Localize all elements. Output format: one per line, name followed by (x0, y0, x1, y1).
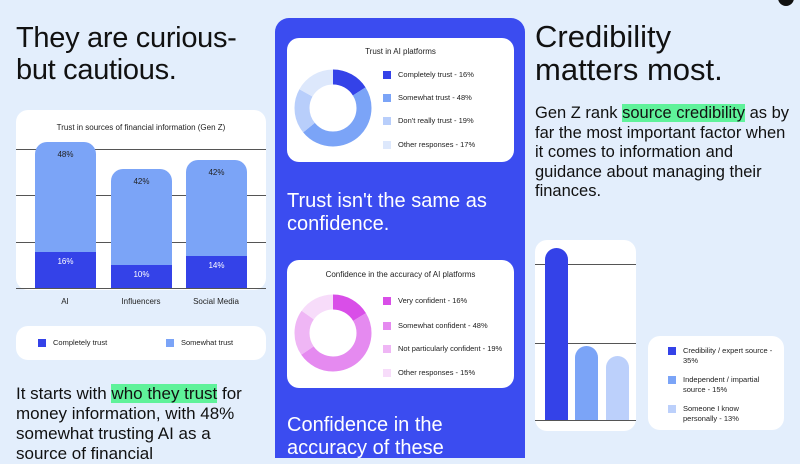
middle-text-1: Trust isn't the same as confidence. (287, 190, 487, 235)
legend-item: Completely trust (38, 338, 107, 348)
heading-line: Credibility (535, 19, 672, 54)
heading-line: They are curious- (16, 22, 237, 54)
bar (575, 346, 598, 420)
data-label: 14% (208, 261, 225, 271)
legend-label: Other responses - 17% (398, 140, 476, 149)
donut-slice (294, 294, 372, 372)
donut-slice (294, 294, 372, 372)
legend-item: Other responses - 15% (383, 368, 475, 378)
legend-label: Other responses - 15% (398, 368, 476, 377)
trust-donut (294, 69, 372, 147)
legend-swatch (383, 369, 391, 377)
sources-legend: Completely trust Somewhat trust (16, 326, 266, 360)
bar (545, 248, 568, 420)
legend-label: Independent / impartial source - 15% (683, 375, 760, 394)
legend-item: Somewhat confident - 48% (383, 321, 488, 331)
x-label: Influencers (121, 297, 161, 306)
legend-label: Somewhat confident - 48% (398, 321, 488, 330)
chart-title: Trust in sources of financial informatio… (56, 123, 226, 132)
confidence-ai-card: Confidence in the accuracy of AI platfor… (287, 260, 514, 388)
legend-item: Somewhat trust - 48% (383, 93, 472, 103)
text: It starts with (16, 384, 112, 403)
confidence-donut (294, 294, 372, 372)
credibility-legend: Credibility / expert source - 35% Indepen… (648, 336, 784, 430)
donut-slice (294, 294, 372, 372)
legend-label: Someone I know personally - 13% (683, 404, 739, 423)
legend-item: Independent / impartial source - 15% (668, 375, 773, 395)
gridline (535, 343, 636, 344)
data-label: 48% (57, 150, 74, 160)
logo-mark (778, 0, 794, 6)
highlighted-text: source credibility (622, 104, 746, 122)
data-label: 42% (133, 177, 150, 187)
legend-swatch (38, 339, 46, 347)
legend-item: Not particularly confident - 19% (383, 344, 502, 354)
legend-item: Credibility / expert source - 35% (668, 346, 773, 366)
legend-swatch (668, 405, 676, 413)
donut-slice (294, 69, 372, 147)
legend-swatch (383, 297, 391, 305)
donut-slice (294, 69, 372, 147)
legend-item: Completely trust - 16% (383, 70, 474, 80)
legend-label: Completely trust (53, 338, 108, 347)
sources-chart-card: Trust in sources of financial informatio… (16, 110, 266, 290)
donut-slice (294, 69, 372, 147)
legend-swatch (668, 376, 676, 384)
legend-label: Very confident - 16% (398, 296, 468, 305)
bar-segment-completely-trust (35, 251, 96, 288)
bar-ai: 48% 16% (35, 142, 96, 288)
legend-swatch (383, 117, 391, 125)
highlighted-text: who they trust (111, 384, 218, 403)
legend-swatch (383, 322, 391, 330)
legend-label: Somewhat trust (181, 338, 234, 347)
x-label: AI (61, 297, 69, 306)
legend-label: Completely trust - 16% (398, 70, 474, 79)
legend-label: Credibility / expert source - 35% (683, 346, 773, 365)
legend-item: Other responses - 17% (383, 140, 475, 150)
bar-influencers: 42% 10% (111, 169, 172, 288)
heading-line: matters most. (535, 52, 723, 87)
trust-ai-card: Trust in AI platforms Completely trust -… (287, 38, 514, 162)
legend-item: Someone I know personally - 13% (668, 404, 773, 424)
legend-swatch (383, 141, 391, 149)
legend-item: Don't really trust - 19% (383, 116, 474, 126)
text: as by far the most important factor when… (535, 104, 790, 200)
gridline (535, 264, 636, 265)
legend-label: Not particularly confident - 19% (398, 344, 503, 353)
bar (606, 356, 629, 420)
chart-title: Confidence in the accuracy of AI platfor… (325, 270, 476, 279)
legend-label: Don't really trust - 19% (398, 116, 474, 125)
legend-swatch (383, 71, 391, 79)
left-body-text: It starts with who they trust for money … (16, 384, 266, 464)
legend-swatch (668, 347, 676, 355)
legend-swatch (166, 339, 174, 347)
data-label: 16% (57, 256, 74, 266)
heading-line: but cautious. (16, 54, 177, 86)
legend-item: Somewhat trust (166, 338, 233, 348)
baseline (535, 420, 636, 421)
data-label: 10% (133, 270, 150, 280)
middle-text-2: Confidence in the accuracy of these (287, 414, 444, 459)
bar-segment-completely-trust (186, 256, 247, 288)
legend-item: Very confident - 16% (383, 296, 467, 306)
legend-swatch (383, 94, 391, 102)
right-heading: Credibility matters most. (535, 20, 723, 86)
bar-social-media: 42% 14% (186, 160, 247, 288)
legend-label: Somewhat trust - 48% (398, 93, 472, 102)
bar-segment-completely-trust (111, 265, 172, 288)
chart-title: Trust in AI platforms (365, 47, 436, 56)
credibility-chart-card (535, 240, 636, 431)
x-label: Social Media (193, 297, 239, 306)
gridline (16, 149, 266, 150)
baseline (16, 288, 266, 289)
data-label: 42% (208, 168, 225, 178)
left-heading: They are curious- but cautious. (16, 22, 237, 86)
right-body-text: Gen Z rank source credibility as by far … (535, 104, 795, 202)
legend-swatch (383, 345, 391, 353)
text: Gen Z rank (535, 104, 623, 122)
